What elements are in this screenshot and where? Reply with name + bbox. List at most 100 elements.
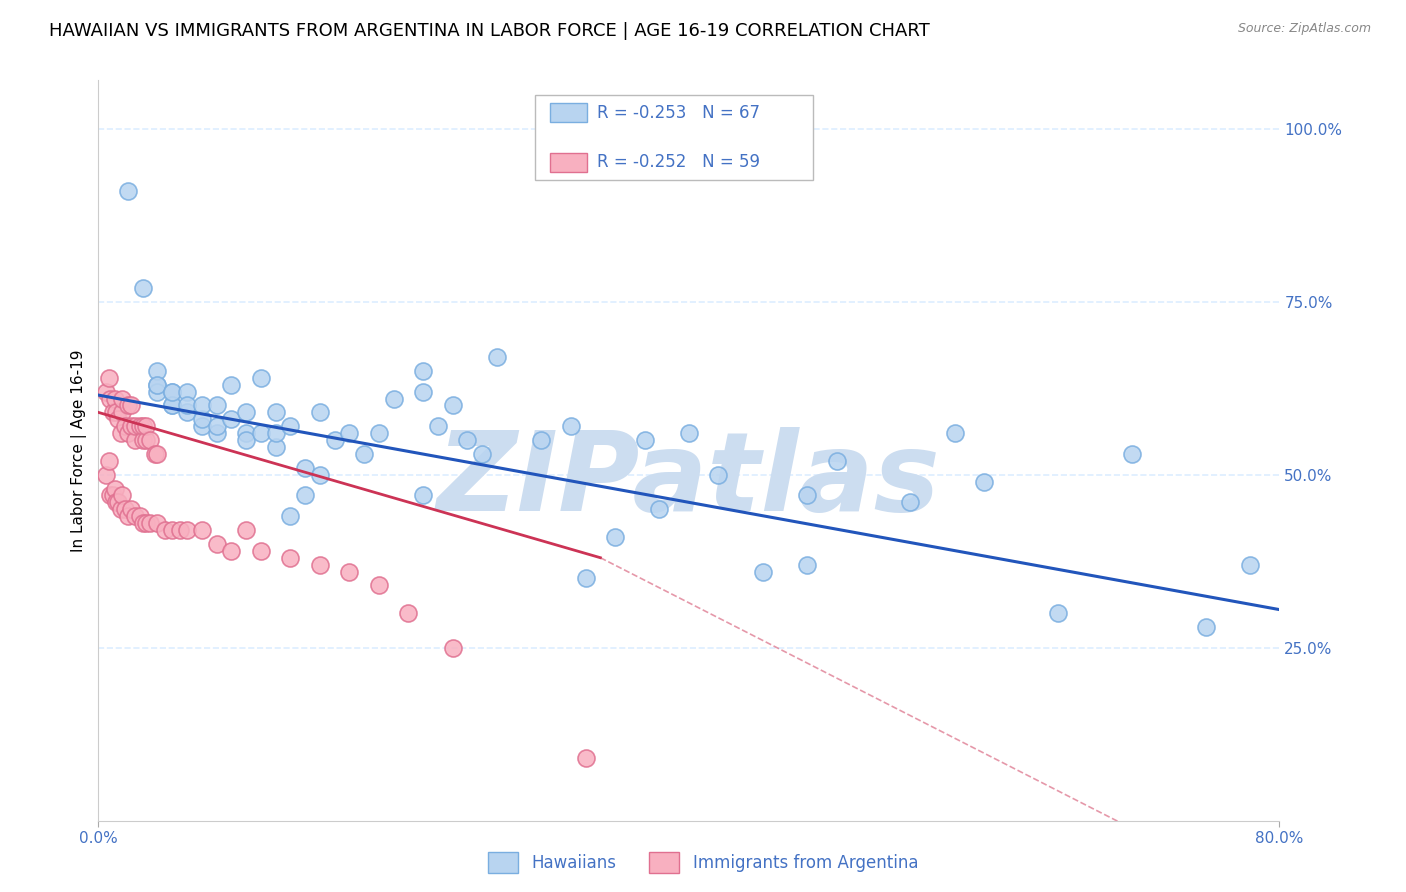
Point [146, 447, 169, 461]
Point [441, 399, 464, 413]
Point [124, 419, 146, 434]
Point [205, 537, 228, 551]
Point [221, 543, 243, 558]
Text: R = -0.253   N = 67: R = -0.253 N = 67 [596, 103, 759, 122]
Point [1195, 620, 1218, 634]
Legend: Hawaiians, Immigrants from Argentina: Hawaiians, Immigrants from Argentina [481, 846, 925, 880]
Point [146, 377, 169, 392]
Point [105, 495, 128, 509]
Point [235, 405, 257, 419]
Point [128, 419, 150, 434]
Point [107, 412, 129, 426]
Point [114, 502, 136, 516]
Point [94, 467, 117, 482]
Point [560, 419, 582, 434]
Point [97, 454, 120, 468]
Point [162, 523, 183, 537]
Point [796, 488, 818, 502]
Point [135, 433, 157, 447]
Point [368, 426, 391, 441]
Point [98, 488, 121, 502]
Point [575, 751, 598, 765]
Point [1239, 558, 1261, 572]
Point [235, 426, 257, 441]
Point [264, 440, 287, 454]
Point [162, 399, 183, 413]
Point [120, 399, 142, 413]
Point [120, 502, 142, 516]
Point [117, 426, 139, 441]
Point [124, 509, 146, 524]
Point [132, 433, 155, 447]
Point [280, 550, 302, 565]
Point [191, 419, 214, 434]
Point [114, 419, 136, 434]
Point [235, 433, 257, 447]
Point [382, 392, 405, 406]
Point [117, 184, 139, 198]
Point [353, 447, 375, 461]
Text: Source: ZipAtlas.com: Source: ZipAtlas.com [1237, 22, 1371, 36]
Text: R = -0.252   N = 59: R = -0.252 N = 59 [596, 153, 759, 171]
Point [221, 377, 243, 392]
Y-axis label: In Labor Force | Age 16-19: In Labor Force | Age 16-19 [72, 349, 87, 552]
Point [104, 392, 127, 406]
Point [110, 502, 132, 516]
Point [94, 384, 117, 399]
Point [752, 565, 775, 579]
Point [486, 350, 509, 364]
Point [441, 640, 464, 655]
Point [678, 426, 700, 441]
Point [264, 405, 287, 419]
Point [412, 364, 434, 378]
Point [117, 509, 139, 524]
Point [176, 405, 198, 419]
Point [111, 392, 134, 406]
Point [117, 399, 139, 413]
Point [111, 488, 134, 502]
Point [205, 399, 228, 413]
Point [398, 606, 420, 620]
Point [103, 405, 125, 419]
Point [97, 371, 120, 385]
Point [250, 426, 273, 441]
Text: ZIPatlas: ZIPatlas [437, 426, 941, 533]
Point [176, 399, 198, 413]
Point [309, 467, 332, 482]
Point [98, 392, 121, 406]
Bar [550, 103, 588, 122]
Point [135, 516, 157, 530]
Point [120, 419, 142, 434]
Point [1046, 606, 1070, 620]
Point [146, 384, 169, 399]
Point [943, 426, 966, 441]
Point [105, 405, 128, 419]
Point [132, 419, 155, 434]
Point [530, 433, 553, 447]
Point [176, 523, 198, 537]
Point [339, 426, 361, 441]
Point [146, 516, 169, 530]
Point [205, 426, 228, 441]
Point [796, 558, 818, 572]
Point [162, 399, 183, 413]
Point [264, 426, 287, 441]
Point [191, 523, 214, 537]
Point [412, 384, 434, 399]
Point [132, 281, 155, 295]
Point [132, 516, 155, 530]
Point [103, 488, 125, 502]
Point [368, 578, 391, 592]
Point [900, 495, 922, 509]
Point [111, 405, 134, 419]
Point [143, 447, 166, 461]
Point [104, 482, 127, 496]
Point [294, 488, 316, 502]
Point [135, 419, 157, 434]
Point [250, 371, 273, 385]
Point [191, 412, 214, 426]
Point [427, 419, 450, 434]
Point [1121, 447, 1143, 461]
Point [280, 419, 302, 434]
Point [107, 495, 129, 509]
